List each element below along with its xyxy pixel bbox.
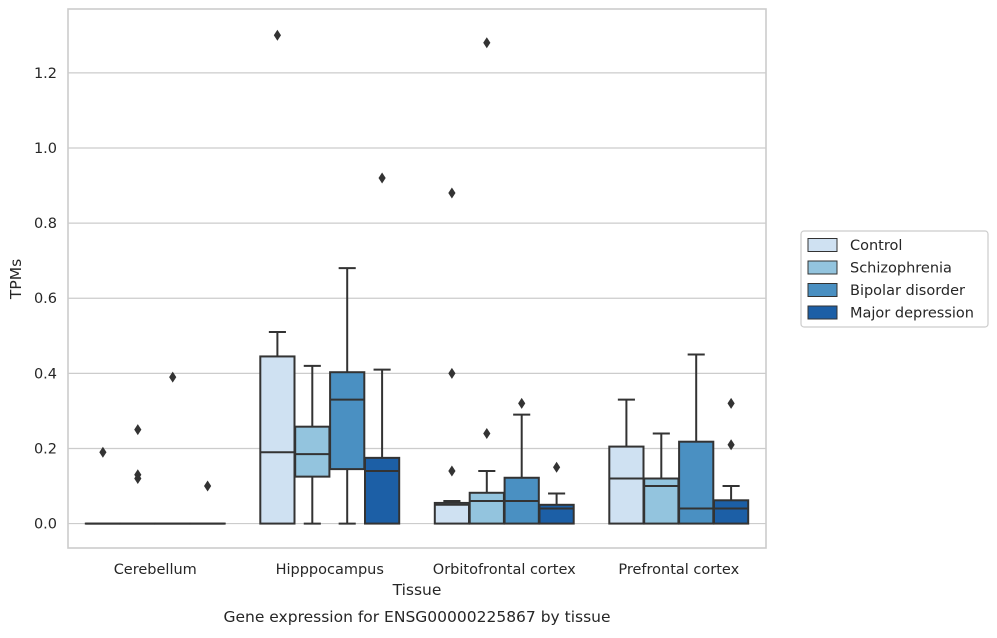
y-tick-label: 0.2 [34, 441, 57, 457]
x-tick-label: Orbitofrontal cortex [433, 562, 576, 578]
outlier-point [204, 481, 211, 492]
outlier-point [448, 188, 455, 199]
outlier-point [448, 368, 455, 379]
outlier-point [379, 173, 386, 184]
legend-label: Schizophrenia [850, 261, 952, 277]
outlier-point [483, 37, 490, 48]
legend-swatch [808, 261, 837, 274]
outlier-point [134, 424, 141, 435]
outlier-point [448, 466, 455, 477]
box [609, 447, 643, 524]
x-tick-labels: Cerebellum Hipppocampus Orbitofrontal cort… [114, 562, 740, 578]
outlier-point [553, 462, 560, 473]
y-tick-labels: 0.0 0.2 0.4 0.6 0.8 1.0 1.2 [34, 66, 57, 533]
box [435, 503, 469, 524]
outlier-point [274, 30, 281, 41]
legend-swatch [808, 239, 837, 252]
box [365, 458, 399, 524]
box [260, 356, 294, 523]
box [470, 493, 504, 524]
y-tick-label: 0.4 [34, 366, 57, 382]
legend-swatch [808, 284, 837, 297]
x-tick-label: Cerebellum [114, 562, 197, 578]
box-group [609, 355, 748, 524]
box [679, 442, 713, 524]
y-axis-label: TPMs [7, 259, 25, 300]
box [295, 427, 329, 477]
chart-caption: Gene expression for ENSG00000225867 by t… [223, 608, 610, 626]
y-tick-label: 1.2 [34, 66, 57, 82]
y-tick-label: 0.6 [34, 291, 57, 307]
legend-label: Major depression [850, 306, 974, 322]
box-groups [86, 30, 748, 524]
box [330, 372, 364, 469]
outlier-point [518, 398, 525, 409]
legend-swatch [808, 306, 837, 319]
box-group [435, 37, 574, 523]
box-group [260, 30, 399, 524]
x-tick-label: Prefrontal cortex [618, 562, 739, 578]
y-tick-label: 0.0 [34, 517, 57, 533]
outlier-point [483, 428, 490, 439]
x-tick-label: Hipppocampus [276, 562, 384, 578]
y-tick-label: 1.0 [34, 141, 57, 157]
legend-label: Bipolar disorder [850, 283, 965, 299]
box-group [86, 372, 225, 524]
outlier-point [728, 398, 735, 409]
x-axis-label: Tissue [392, 581, 442, 599]
legend: Control Schizophrenia Bipolar disorder Majo… [801, 231, 988, 327]
legend-label: Control [850, 238, 902, 254]
box [714, 500, 748, 523]
y-tick-label: 0.8 [34, 216, 57, 232]
